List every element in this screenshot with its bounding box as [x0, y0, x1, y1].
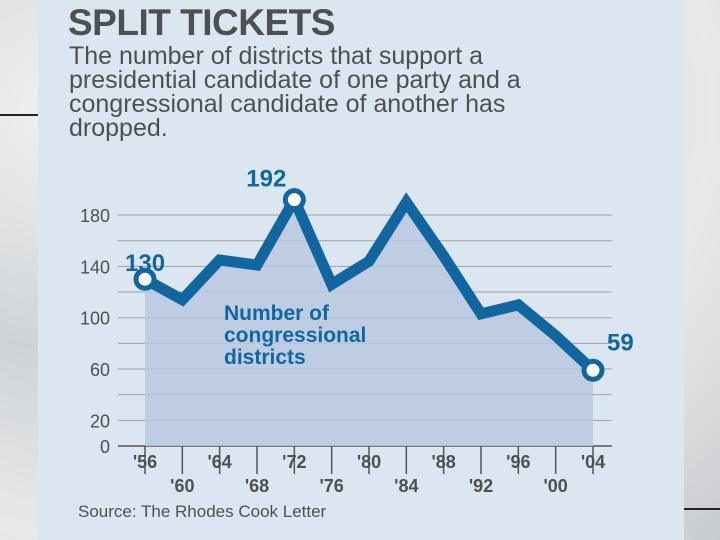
y-tick-label: 180	[80, 206, 110, 226]
x-tick-label-top: '96	[506, 452, 530, 472]
x-tick-label-top: '88	[432, 452, 456, 472]
y-axis-ticks: 0 20 60 100 140 180	[80, 206, 110, 457]
point-marker-1972	[282, 188, 306, 212]
x-tick-label-bottom: '92	[469, 476, 493, 496]
infographic-panel: SPLIT TICKETS The number of districts th…	[38, 0, 684, 540]
series-line	[142, 187, 597, 375]
area-fill	[145, 199, 593, 446]
slide-rule-left	[0, 114, 40, 116]
y-tick-label: 0	[100, 437, 110, 457]
chart-subtitle: The number of districts that support a p…	[69, 42, 521, 142]
x-tick-label-top: '72	[282, 452, 306, 472]
x-tick-label-bottom: '60	[170, 476, 194, 496]
x-tick-label-bottom: '84	[394, 476, 418, 496]
source-note: Source: The Rhodes Cook Letter	[78, 502, 327, 521]
x-tick-label-top: '56	[133, 452, 157, 472]
point-markers	[133, 188, 605, 382]
x-tick-label-bottom: '76	[320, 476, 344, 496]
data-label-1956: 130	[125, 250, 165, 277]
x-tick-label-top: '80	[357, 452, 381, 472]
point-marker-1956	[133, 267, 157, 291]
data-label-2004: 59	[607, 329, 634, 356]
series-label-line: congressional	[224, 324, 366, 347]
x-tick-label-bottom: '00	[544, 476, 568, 496]
y-tick-label: 140	[80, 257, 110, 277]
x-tick-label-top: '04	[581, 452, 605, 472]
y-tick-label: 60	[90, 360, 110, 380]
slide-rule-right	[682, 508, 720, 510]
chart-title: SPLIT TICKETS	[68, 2, 335, 43]
x-axis-ticks: '56 '64 '72 '80 '88 '96 '04 '60 '68 '76 '84 '92 '00	[133, 446, 605, 496]
data-labels: 130 192 59	[125, 166, 634, 357]
x-tick-label-bottom: '68	[245, 476, 269, 496]
series-label-line: districts	[224, 346, 306, 369]
y-tick-label: 100	[80, 309, 110, 329]
point-marker-2004	[581, 358, 605, 382]
data-label-1972: 192	[246, 166, 286, 193]
y-tick-label: 20	[90, 411, 110, 431]
series-label-line: Number of	[224, 302, 330, 325]
x-tick-label-top: '64	[208, 452, 232, 472]
